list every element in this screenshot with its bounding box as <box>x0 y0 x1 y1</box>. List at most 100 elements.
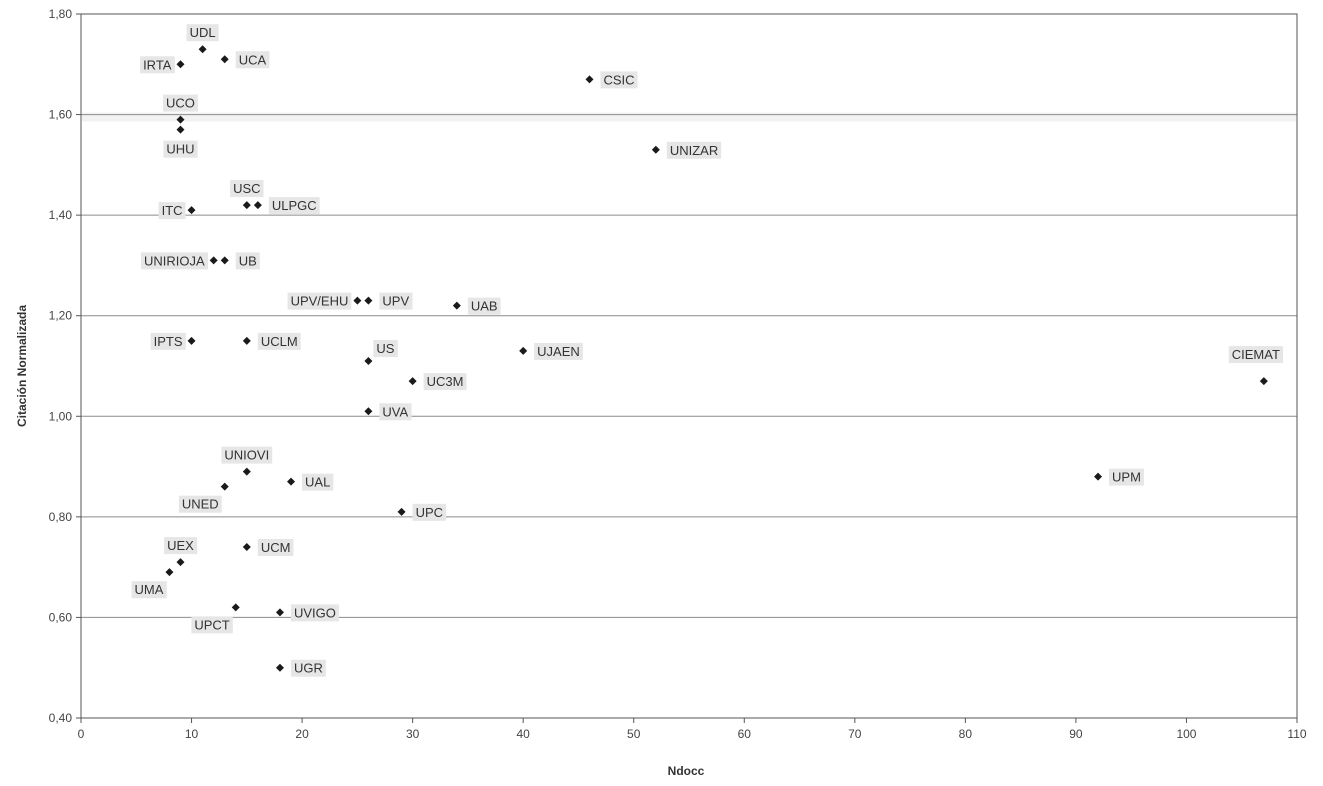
data-point <box>364 296 373 305</box>
point-label-background <box>302 473 334 491</box>
point-label: UCM <box>261 540 291 555</box>
y-tick-label: 1,20 <box>49 309 73 323</box>
plot-area-frame <box>80 13 1298 719</box>
point-label: CSIC <box>604 72 635 87</box>
gridlines <box>81 114 1297 618</box>
point-label: UPV <box>382 294 409 309</box>
x-tick-label: 90 <box>1069 727 1083 741</box>
point-label-group: UNIRIOJA <box>140 252 208 270</box>
point-label-background <box>379 403 412 421</box>
x-tick-label: 70 <box>848 727 862 741</box>
y-tick-label: 0,80 <box>49 510 73 524</box>
data-point <box>220 55 229 64</box>
point-label: CIEMAT <box>1232 347 1280 362</box>
point-label-background <box>235 51 270 69</box>
x-tick-label: 10 <box>185 727 199 741</box>
data-point <box>452 301 461 310</box>
point-label-group: UNED <box>178 495 222 513</box>
data-point <box>275 663 284 672</box>
point-label-background <box>158 202 186 220</box>
point-label: UCA <box>239 52 267 67</box>
point-label: UMA <box>135 582 164 597</box>
point-label-background <box>467 297 501 315</box>
data-point <box>275 608 284 617</box>
data-point <box>165 568 174 577</box>
point-label: ULPGC <box>272 198 317 213</box>
point-label-background <box>257 332 301 350</box>
point-label-group: UCLM <box>257 332 301 350</box>
point-label-group: UCA <box>235 51 270 69</box>
data-point <box>231 603 240 612</box>
point-label-background <box>1109 468 1144 486</box>
x-tick-label: 30 <box>406 727 420 741</box>
point-label: UCLM <box>261 334 298 349</box>
point-label: UC3M <box>427 374 464 389</box>
point-label: UCO <box>166 96 195 111</box>
point-label-background <box>1228 346 1283 364</box>
x-axis-ticks: 0 10 20 30 40 50 60 70 80 90 100 110 <box>78 718 1307 741</box>
point-label-background <box>230 180 264 198</box>
y-axis-title: Citación Normalizada <box>15 305 29 427</box>
point-label-background <box>140 56 175 74</box>
data-point <box>651 145 660 154</box>
point-label: UVIGO <box>294 605 336 620</box>
point-label: UPC <box>416 505 443 520</box>
point-label-background <box>412 503 447 521</box>
point-label-group: ULPGC <box>268 197 320 215</box>
point-label-group: UPC <box>412 503 447 521</box>
point-label-group: UDL <box>186 24 219 42</box>
x-tick-label: 110 <box>1287 727 1306 741</box>
point-label: UNIRIOJA <box>144 253 205 268</box>
data-point <box>353 296 362 305</box>
data-point <box>519 346 528 355</box>
point-label-background <box>666 141 722 159</box>
point-label: UDL <box>190 25 216 40</box>
data-point <box>176 60 185 69</box>
data-point <box>187 336 196 345</box>
point-label: US <box>376 341 394 356</box>
point-label-background <box>235 252 260 270</box>
point-label-background <box>191 616 233 634</box>
point-label: UNIOVI <box>224 448 269 463</box>
point-label-background <box>150 332 186 350</box>
point-label-group: UAB <box>467 297 501 315</box>
point-label: UAB <box>471 299 498 314</box>
point-label: UPV/EHU <box>291 294 349 309</box>
point-label: UPCT <box>194 617 229 632</box>
data-point <box>220 256 229 265</box>
point-label-group: UC3M <box>423 373 467 391</box>
point-label-group: IRTA <box>140 56 175 74</box>
x-tick-label: 80 <box>959 727 973 741</box>
data-point <box>242 543 251 552</box>
point-labels: UDL UCA IRTA CSIC UCO UHU UNIZAR USC ULPGC ITC UNI… <box>131 24 1283 677</box>
data-point <box>253 201 262 210</box>
data-point <box>242 336 251 345</box>
point-label: UB <box>239 253 257 268</box>
x-tick-label: 60 <box>738 727 752 741</box>
y-tick-label: 0,40 <box>49 711 73 725</box>
y-tick-label: 1,00 <box>49 409 73 423</box>
point-label-group: UPV <box>379 292 413 310</box>
data-point <box>176 125 185 134</box>
data-point <box>187 206 196 215</box>
point-label-background <box>257 539 294 557</box>
point-label-group: CSIC <box>600 71 638 89</box>
point-label-group: UGR <box>290 659 326 677</box>
point-label-group: UPCT <box>191 616 233 634</box>
data-point <box>364 407 373 416</box>
point-label: UHU <box>166 142 194 157</box>
point-label: UPM <box>1112 470 1141 485</box>
data-point <box>1094 472 1103 481</box>
data-point <box>176 115 185 124</box>
x-tick-label: 40 <box>517 727 531 741</box>
point-label: IPTS <box>154 334 183 349</box>
data-point <box>1259 377 1268 386</box>
data-point <box>198 45 207 54</box>
point-label-group: UCO <box>163 94 198 112</box>
point-label: UEX <box>167 538 194 553</box>
point-label-background <box>379 292 413 310</box>
point-label: USC <box>233 181 260 196</box>
data-point <box>209 256 218 265</box>
